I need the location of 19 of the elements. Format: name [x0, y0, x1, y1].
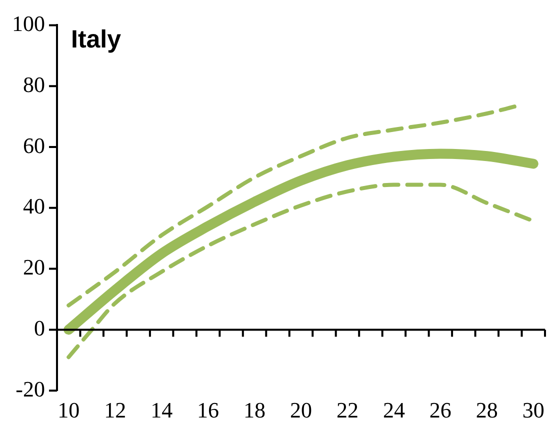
x-tick-label: 12	[104, 398, 126, 423]
y-tick-label: -20	[16, 376, 45, 402]
y-tick-label: 40	[23, 194, 45, 219]
x-tick-label: 14	[150, 398, 173, 423]
y-tick-label: 80	[23, 72, 45, 97]
y-tick-label: 0	[34, 315, 45, 340]
x-tick-label: 16	[197, 398, 220, 423]
chart-title: Italy	[71, 26, 122, 54]
x-tick-label: 30	[522, 398, 544, 423]
x-tick-label: 24	[382, 398, 405, 423]
x-tick-label: 26	[429, 398, 452, 423]
x-tick-label: 18	[244, 398, 266, 423]
y-tick-label: 100	[12, 10, 45, 36]
x-tick-label: 28	[476, 398, 498, 423]
y-tick-label: 20	[23, 254, 45, 280]
x-tick-label: 10	[58, 398, 80, 423]
x-tick-label: 20	[290, 398, 312, 423]
x-tick-label: 22	[336, 398, 358, 423]
y-tick-label: 60	[23, 132, 45, 158]
